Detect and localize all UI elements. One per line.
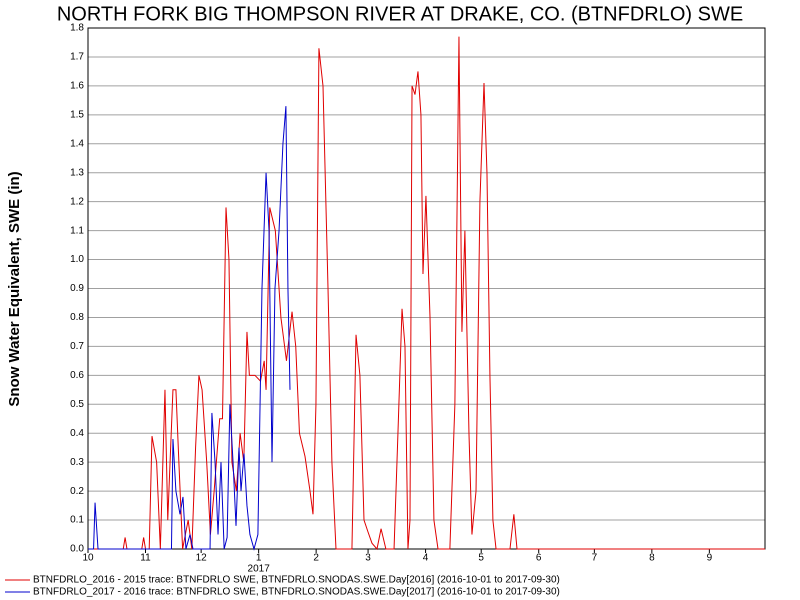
- x-tick-label: 4: [423, 553, 429, 564]
- y-tick-label: 0.1: [70, 515, 84, 526]
- x-tick-label: 1: [256, 553, 262, 564]
- y-tick-label: 1.8: [70, 23, 84, 34]
- y-tick-label: 0.5: [70, 399, 84, 410]
- x-tick-label: 3: [365, 553, 371, 564]
- y-axis-label: Snow Water Equivalent, SWE (in): [6, 171, 23, 406]
- y-tick-label: 0.9: [70, 283, 84, 294]
- y-tick-label: 1.2: [70, 196, 84, 207]
- legend-label: BTNFDRLO_2016 - 2015 trace: BTNFDRLO SWE…: [33, 575, 560, 586]
- y-tick-label: 0.7: [70, 341, 84, 352]
- x-year-label: 2017: [248, 564, 271, 575]
- y-tick-label: 0.4: [70, 428, 84, 439]
- x-tick-label: 11: [140, 553, 151, 564]
- y-tick-label: 1.4: [70, 138, 84, 149]
- y-tick-label: 0.0: [70, 544, 84, 555]
- x-tick-label: 8: [649, 553, 655, 564]
- y-tick-label: 1.6: [70, 81, 84, 92]
- x-tick-label: 9: [707, 553, 713, 564]
- y-tick-label: 1.5: [70, 109, 84, 120]
- x-tick-label: 12: [196, 553, 208, 564]
- x-tick-label: 10: [82, 553, 94, 564]
- x-tick-label: 7: [592, 553, 598, 564]
- y-tick-label: 0.6: [70, 370, 84, 381]
- y-tick-label: 0.8: [70, 312, 84, 323]
- x-tick-label: 2: [313, 553, 319, 564]
- y-tick-label: 1.3: [70, 167, 84, 178]
- y-tick-label: 0.3: [70, 457, 84, 468]
- series-line: [88, 106, 291, 551]
- y-tick-label: 1.1: [70, 225, 84, 236]
- y-tick-label: 1.7: [70, 52, 84, 63]
- y-tick-label: 1.0: [70, 254, 84, 265]
- series-line: [88, 36, 765, 551]
- plot-frame: [87, 27, 766, 550]
- y-tick-label: 0.2: [70, 486, 84, 497]
- x-tick-label: 5: [478, 553, 484, 564]
- x-tick-label: 6: [536, 553, 542, 564]
- chart-title: NORTH FORK BIG THOMPSON RIVER AT DRAKE, …: [57, 3, 743, 25]
- legend-label: BTNFDRLO_2017 - 2016 trace: BTNFDRLO SWE…: [33, 587, 560, 598]
